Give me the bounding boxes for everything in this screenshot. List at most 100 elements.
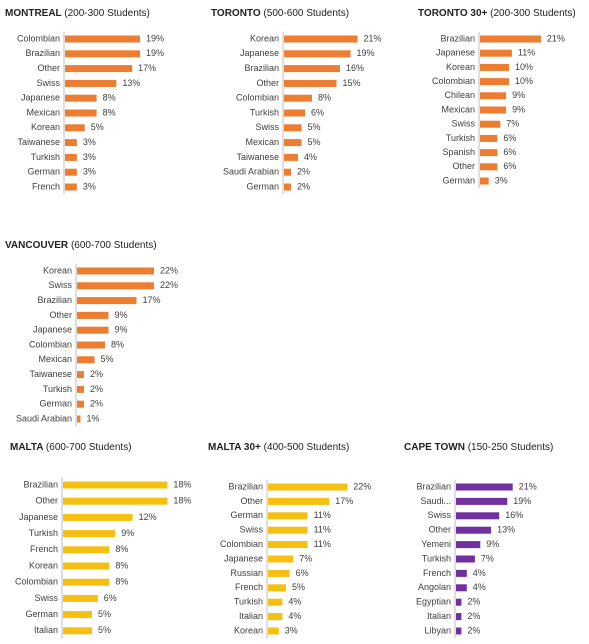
bar	[284, 109, 305, 117]
bar	[77, 267, 154, 275]
value-label: 5%	[98, 609, 111, 619]
bar	[63, 627, 92, 635]
value-label: 9%	[486, 539, 499, 549]
bar	[77, 311, 109, 319]
value-label: 19%	[513, 496, 531, 506]
bar	[63, 530, 116, 538]
category-label: French	[30, 544, 58, 554]
chart-title: MONTREAL (200-300 Students)	[5, 8, 150, 19]
bar	[284, 124, 302, 132]
bar	[456, 584, 467, 592]
bar	[268, 497, 330, 505]
chart: MALTA (600-700 Students) Brazilian 18% Othe…	[10, 442, 191, 639]
bar	[65, 124, 85, 132]
category-label: Brazilian	[228, 481, 263, 491]
title-main: MALTA 30+	[208, 442, 261, 453]
category-label: Swiss	[427, 510, 451, 520]
category-label: Other	[49, 310, 72, 320]
value-label: 11%	[314, 539, 331, 549]
category-label: Taiwanese	[17, 137, 60, 147]
bar	[63, 513, 133, 521]
category-label: Brazilian	[37, 295, 72, 305]
chart-title: CAPE TOWN (150-250 Students)	[404, 442, 553, 453]
category-label: German	[39, 399, 72, 409]
bar	[77, 326, 109, 334]
category-label: Mexican	[26, 107, 60, 117]
value-label: 22%	[353, 481, 371, 491]
bar	[63, 497, 168, 505]
value-label: 3%	[495, 175, 508, 185]
category-label: Colombian	[432, 76, 475, 86]
category-label: Korean	[43, 265, 72, 275]
value-label: 18%	[173, 479, 191, 489]
category-label: Mexican	[38, 354, 72, 364]
bar	[456, 569, 467, 577]
bar	[65, 94, 97, 102]
value-label: 17%	[143, 295, 161, 305]
bar	[480, 49, 512, 57]
bar	[65, 35, 141, 43]
bar	[65, 50, 141, 58]
value-label: 13%	[122, 78, 140, 88]
category-label: Turkish	[250, 107, 279, 117]
bar	[480, 163, 498, 171]
category-label: Swiss	[255, 122, 279, 132]
value-label: 8%	[115, 560, 128, 570]
category-label: Other	[256, 78, 279, 88]
category-label: Korean	[234, 625, 263, 635]
bar	[268, 627, 279, 635]
value-label: 7%	[481, 553, 494, 563]
value-label: 16%	[346, 63, 364, 73]
value-label: 10%	[515, 62, 533, 72]
bar	[284, 183, 291, 191]
value-label: 8%	[318, 93, 331, 103]
category-label: French	[423, 568, 451, 578]
category-label: Saudi...	[420, 496, 451, 506]
bar	[480, 106, 507, 114]
chart: VANCOUVER (600-700 Students) Korean 22% Swi…	[5, 240, 178, 427]
category-label: Brazilian	[25, 48, 60, 58]
category-label: Korean	[250, 33, 279, 43]
value-label: 22%	[160, 265, 178, 275]
category-label: Chilean	[444, 90, 475, 100]
value-label: 9%	[512, 104, 525, 114]
value-label: 2%	[467, 625, 480, 635]
value-label: 22%	[160, 280, 178, 290]
bar	[284, 94, 312, 102]
category-label: Other	[452, 161, 475, 171]
category-label: Korean	[29, 560, 58, 570]
bar	[268, 555, 294, 563]
bar	[480, 149, 498, 157]
bar	[65, 183, 77, 191]
chart-title: MALTA 30+ (400-500 Students)	[208, 442, 349, 453]
category-label: Brazilian	[440, 33, 475, 43]
bar	[268, 569, 290, 577]
chart: TORONTO 30+ (200-300 Students) Brazilian 2…	[418, 8, 576, 189]
category-label: Turkish	[422, 553, 451, 563]
category-label: Russian	[230, 568, 263, 578]
chart-title: TORONTO (500-600 Students)	[211, 8, 349, 19]
chart-title: MALTA (600-700 Students)	[10, 442, 132, 453]
value-label: 4%	[473, 582, 486, 592]
bar	[456, 526, 492, 534]
value-label: 19%	[357, 48, 375, 58]
value-label: 19%	[146, 33, 164, 43]
category-label: German	[25, 609, 58, 619]
value-label: 7%	[506, 119, 519, 129]
value-label: 6%	[503, 161, 516, 171]
value-label: 8%	[103, 93, 116, 103]
value-label: 4%	[473, 568, 486, 578]
value-label: 4%	[288, 597, 301, 607]
category-label: Brazilian	[23, 479, 58, 489]
value-label: 3%	[83, 181, 96, 191]
value-label: 6%	[503, 133, 516, 143]
category-label: Other	[37, 63, 60, 73]
category-label: French	[32, 181, 60, 191]
value-label: 9%	[115, 310, 128, 320]
bar	[268, 512, 308, 520]
value-label: 11%	[314, 525, 331, 535]
bar	[480, 78, 509, 86]
category-label: Japanese	[240, 48, 279, 58]
bar	[480, 63, 509, 71]
value-label: 21%	[519, 481, 537, 491]
